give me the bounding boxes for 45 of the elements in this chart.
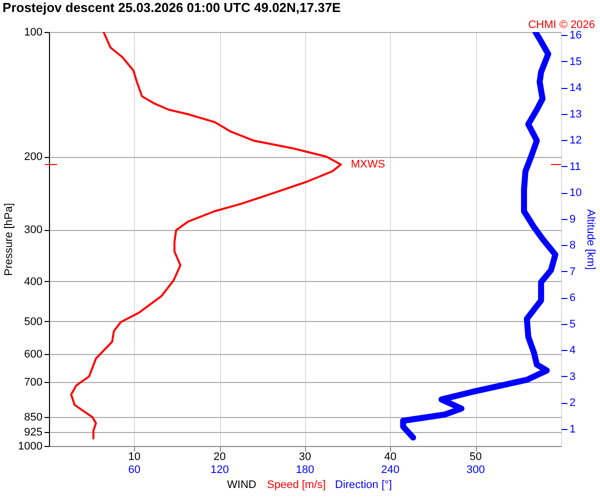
text: CHMI © 2026 (528, 19, 595, 31)
x-tick-label: 30 (298, 451, 312, 463)
y-tick-label: 500 (24, 316, 42, 328)
x-axis-title: WIND (227, 479, 256, 491)
x2-tick-label: 60 (128, 464, 140, 476)
y2-tick-label: 6 (570, 292, 576, 304)
y2-tick-label: 16 (570, 30, 582, 42)
y2-tick-label: 8 (570, 240, 576, 252)
y-tick-label: 100 (24, 26, 42, 38)
x2-tick-label: 240 (381, 464, 400, 476)
y2-tick-label: 13 (570, 108, 582, 120)
x-tick-label: 50 (470, 451, 482, 463)
y-tick-label: 700 (24, 376, 42, 388)
x-tick-label: 20 (214, 451, 226, 463)
y2-tick-label: 4 (570, 344, 576, 357)
y-tick-label: 1000 (18, 440, 42, 452)
x-tick-label: 40 (384, 451, 396, 463)
y2-tick-label: 9 (570, 213, 576, 226)
line-series (70, 32, 342, 440)
y2-tick-label: 15 (570, 56, 582, 68)
x2-tick-label: 180 (296, 464, 314, 476)
text: Direction [°] (335, 479, 392, 491)
y2-tick-label: 14 (570, 82, 582, 94)
y-tick-label: 925 (24, 426, 42, 438)
y2-tick-label: 10 (570, 187, 582, 200)
y-tick-label: 200 (24, 151, 42, 164)
annotation: MXWS (350, 158, 386, 171)
x2-tick-label: 300 (466, 464, 485, 476)
y-tick-label: 400 (24, 276, 42, 288)
y-tick-label: 850 (24, 411, 42, 424)
x-tick-label: 10 (128, 451, 140, 463)
x2-tick-label: 120 (210, 464, 229, 476)
y2-tick-label: 7 (570, 266, 576, 278)
y2-tick-label: 12 (570, 134, 582, 147)
chart-title: Prostejov descent 25.03.2026 01:00 UTC 49.02N,17.37E (2, 0, 342, 15)
y2-tick-label: 2 (570, 397, 576, 410)
y2-tick-label: 11 (570, 160, 581, 173)
y2-axis-title: Altitude [km] (584, 209, 597, 270)
y-tick-label: 300 (24, 224, 42, 236)
y2-tick-label: 3 (570, 370, 576, 383)
y2-tick-label: 1 (570, 423, 576, 436)
y2-tick-label: 5 (570, 318, 576, 330)
text: Speed [m/s] (267, 479, 326, 491)
y-axis-title: Pressure [hPa] (3, 203, 16, 276)
y-tick-label: 600 (24, 348, 42, 361)
